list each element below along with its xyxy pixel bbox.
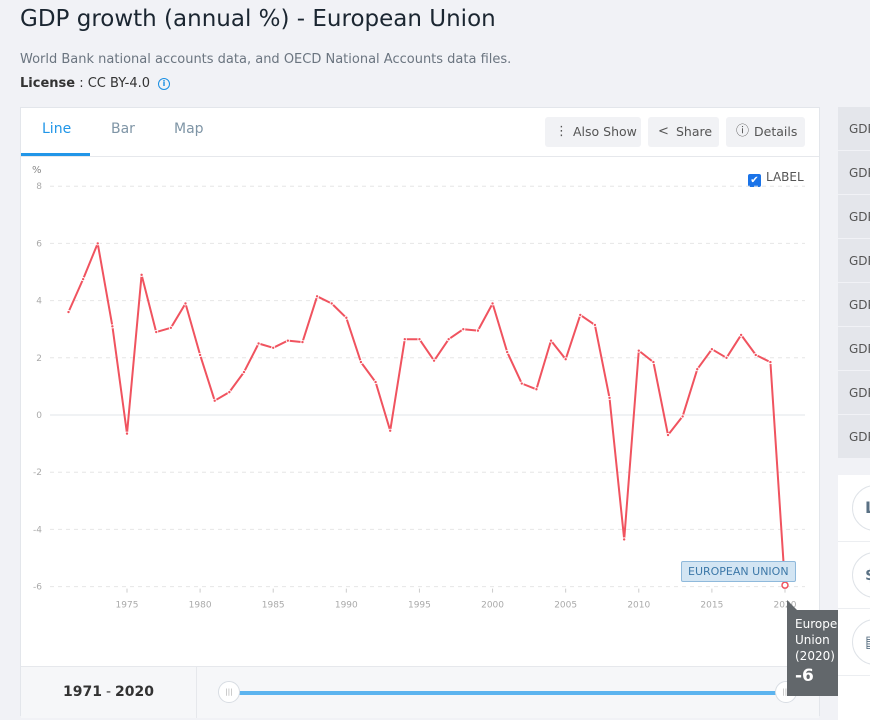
range-start: 1971 bbox=[63, 684, 102, 700]
details-button[interactable]: ⓘ Details bbox=[726, 117, 805, 147]
related-indicator-item[interactable]: GDP bbox=[838, 371, 870, 415]
related-indicator-item[interactable]: GDP bbox=[838, 151, 870, 195]
label-checkbox[interactable]: ✔ LABEL bbox=[748, 170, 804, 187]
related-indicator-item[interactable]: GDP bbox=[838, 415, 870, 459]
page-title: GDP growth (annual %) - European Union bbox=[20, 6, 496, 32]
related-link-icon: $ bbox=[852, 552, 870, 598]
related-indicator-item[interactable]: GDP bbox=[838, 327, 870, 371]
related-indicator-item[interactable]: GDP bbox=[838, 195, 870, 239]
share-label: Share bbox=[676, 124, 713, 139]
tooltip-name-line2: Union bbox=[795, 633, 830, 647]
tooltip-value: -6 bbox=[795, 666, 814, 686]
tooltip-year: (2020) bbox=[795, 649, 835, 663]
range-start-handle[interactable]: ||| bbox=[218, 681, 240, 703]
related-links-card: L $ ▤ bbox=[838, 475, 870, 720]
share-button[interactable]: < Share bbox=[648, 117, 719, 147]
details-label: Details bbox=[754, 124, 798, 139]
also-show-label: Also Show bbox=[573, 124, 637, 139]
chart-tabs: Line Bar Map ⋮ Also Show < Share ⓘ Details bbox=[21, 108, 819, 157]
range-separator: - bbox=[105, 684, 112, 700]
related-link-icon: ▤ bbox=[852, 619, 870, 665]
also-show-button[interactable]: ⋮ Also Show bbox=[545, 117, 641, 147]
related-link-row[interactable]: ▤ bbox=[838, 609, 870, 676]
data-source: World Bank national accounts data, and O… bbox=[20, 52, 512, 67]
tab-bar[interactable]: Bar bbox=[111, 121, 135, 137]
share-icon: < bbox=[658, 124, 669, 139]
series-label: EUROPEAN UNION bbox=[681, 561, 796, 582]
chart-card: Line Bar Map ⋮ Also Show < Share ⓘ Details … bbox=[20, 107, 820, 718]
range-footer: 1971-2020 ||| ||| bbox=[21, 666, 819, 718]
license: License : CC BY-4.0 i bbox=[20, 76, 170, 91]
license-value: : CC BY-4.0 bbox=[79, 76, 150, 91]
related-link-icon: L bbox=[852, 485, 870, 531]
range-slider-track[interactable] bbox=[230, 691, 786, 695]
related-indicator-item[interactable]: GDP bbox=[838, 107, 870, 151]
license-label: License bbox=[20, 76, 76, 91]
tab-map[interactable]: Map bbox=[174, 121, 204, 137]
tab-line[interactable]: Line bbox=[42, 121, 72, 137]
related-indicators-list: GDPGDPGDPGDPGDPGDPGDPGDP bbox=[838, 107, 870, 459]
related-indicator-item[interactable]: GDP bbox=[838, 283, 870, 327]
range-end: 2020 bbox=[115, 684, 154, 700]
checkbox-checked-icon[interactable]: ✔ bbox=[748, 174, 761, 187]
related-indicator-item[interactable]: GDP bbox=[838, 239, 870, 283]
info-circle-icon: ⓘ bbox=[736, 124, 750, 139]
info-icon[interactable]: i bbox=[158, 78, 170, 90]
related-link-row[interactable]: L bbox=[838, 475, 870, 542]
related-link-row[interactable]: $ bbox=[838, 542, 870, 609]
label-checkbox-text: LABEL bbox=[766, 170, 804, 184]
year-range: 1971-2020 bbox=[21, 667, 197, 718]
active-tab-indicator bbox=[21, 153, 90, 156]
more-vertical-icon: ⋮ bbox=[555, 124, 568, 139]
tooltip-name-line1: European bbox=[795, 617, 853, 631]
